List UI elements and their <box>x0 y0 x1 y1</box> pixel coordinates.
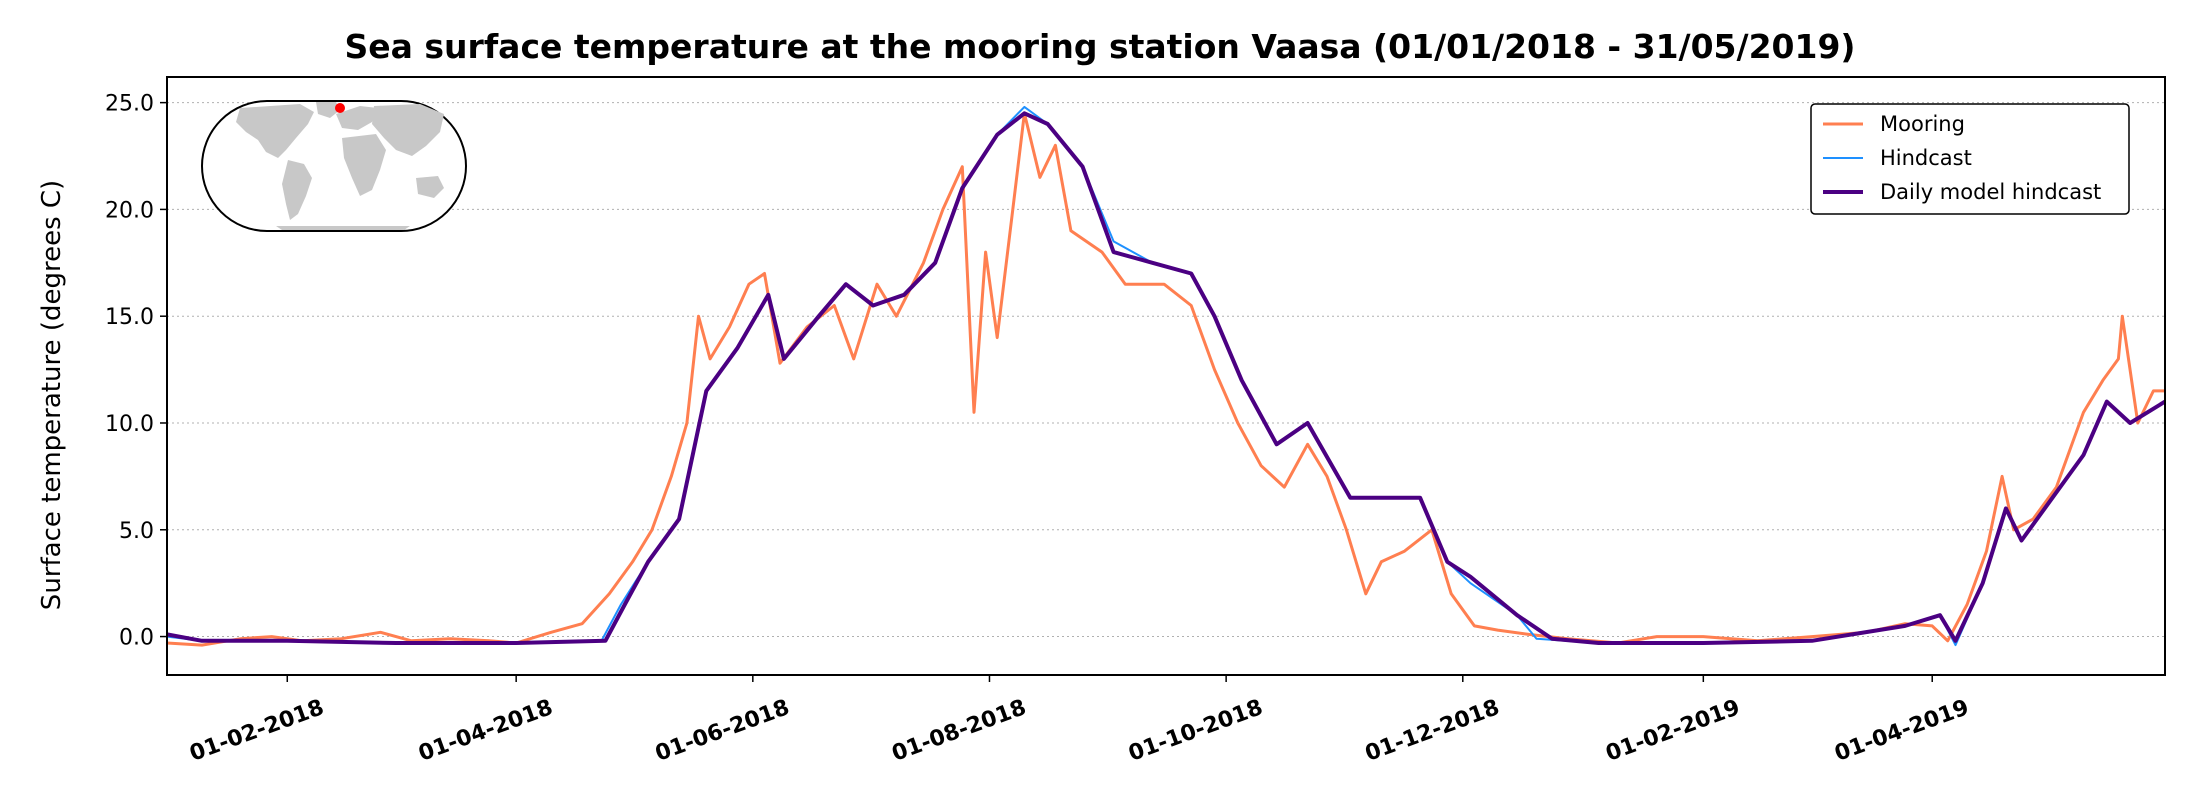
y-tick-label: 25.0 <box>105 92 154 117</box>
antarctica-shape <box>276 226 410 230</box>
y-tick-label: 20.0 <box>105 198 154 223</box>
plot-area <box>166 76 2166 676</box>
x-tick-label: 01-04-2019 <box>1831 695 1972 767</box>
legend: Mooring Hindcast Daily model hindcast <box>1810 103 2130 215</box>
africa-shape <box>342 134 386 196</box>
y-axis-ticks: 0.0 5.0 10.0 15.0 20.0 25.0 <box>105 92 167 651</box>
y-tick-label: 15.0 <box>105 305 154 330</box>
station-marker <box>335 103 345 113</box>
series-line-mooring <box>166 111 2165 647</box>
x-tick-label: 01-12-2018 <box>1362 695 1503 767</box>
series-layer <box>166 105 2167 647</box>
legend-label-daily-model-hindcast: Daily model hindcast <box>1880 180 2101 204</box>
chart-title: Sea surface temperature at the mooring s… <box>345 27 1856 66</box>
x-tick-label: 01-02-2019 <box>1603 695 1744 767</box>
legend-label-hindcast: Hindcast <box>1880 146 1972 170</box>
series-line-daily-model-hindcast <box>166 111 2167 645</box>
greenland-shape <box>316 102 340 118</box>
south-america-shape <box>282 160 312 220</box>
north-america-shape <box>236 104 314 158</box>
y-axis-label: Surface temperature (degrees C) <box>37 180 67 610</box>
europe-shape <box>336 106 378 130</box>
y-tick-label: 10.0 <box>105 412 154 437</box>
x-tick-label: 01-06-2018 <box>652 695 793 767</box>
y-tick-label: 0.0 <box>119 626 154 651</box>
legend-box <box>1810 103 2130 215</box>
australia-shape <box>416 176 444 198</box>
asia-shape <box>372 104 444 156</box>
legend-label-mooring: Mooring <box>1880 112 1965 136</box>
x-tick-label: 01-02-2018 <box>187 695 328 767</box>
x-tick-label: 01-10-2018 <box>1125 695 1266 767</box>
x-tick-label: 01-08-2018 <box>889 695 1030 767</box>
world-map-inset <box>201 100 467 232</box>
x-tick-label: 01-04-2018 <box>415 695 556 767</box>
x-axis-ticks: 01-02-2018 01-04-2018 01-06-2018 01-08-2018… <box>187 675 1972 767</box>
y-tick-label: 5.0 <box>119 519 154 544</box>
